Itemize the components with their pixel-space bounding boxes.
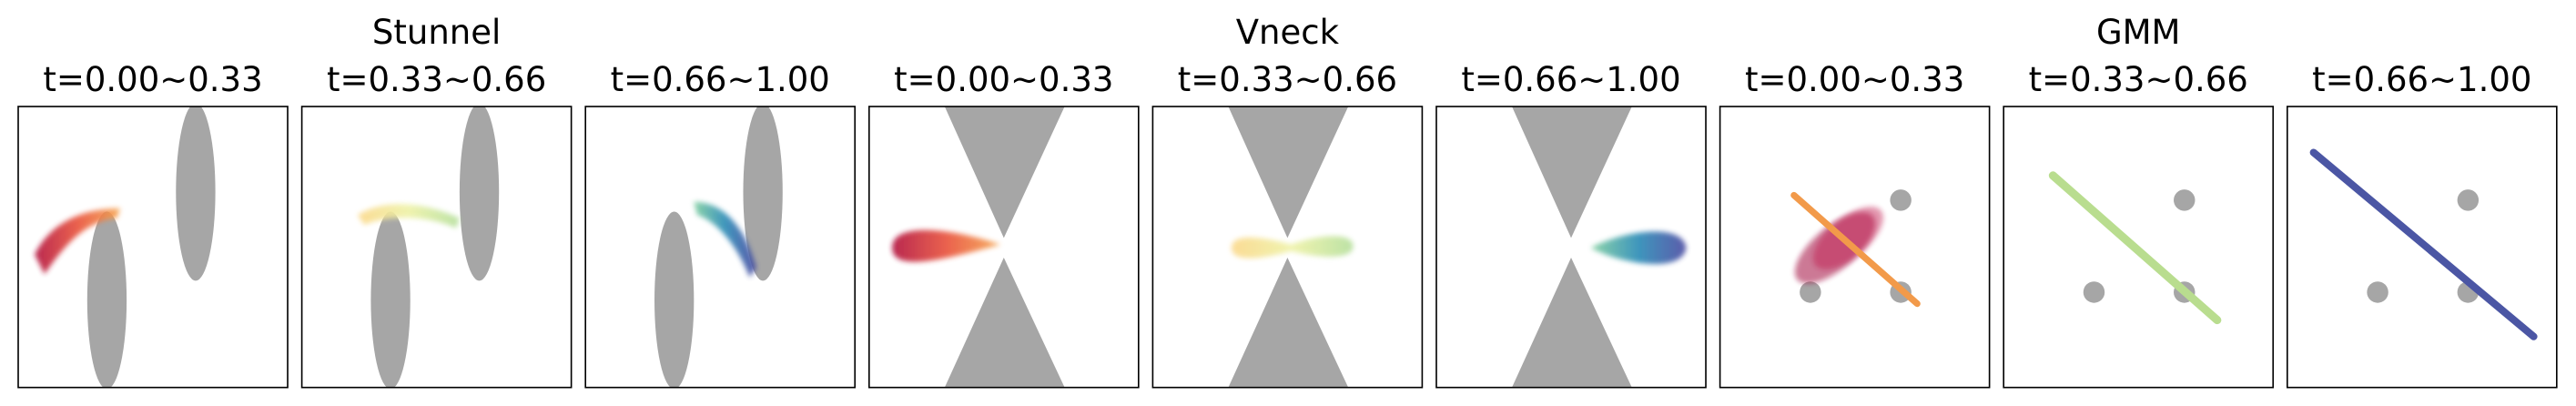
panel [1151,106,1424,389]
obstacle [944,107,1065,239]
group-title: GMM [2096,13,2181,52]
obstacle [86,211,127,388]
panel-content [654,107,783,388]
panel-content [2048,171,2222,325]
obstacle [1228,107,1349,239]
panel-content [1512,107,1687,388]
panel [2003,106,2275,389]
panel-content [892,107,1065,388]
panel-label: t=0.00~0.33 [894,60,1113,99]
panel-content [1228,107,1354,388]
group-title: Stunnel [372,13,501,52]
panel-label: t=0.66~1.00 [1461,60,1680,99]
panel-content [1790,189,1921,308]
group-title: Vneck [1236,13,1340,52]
trajectory-cloud [35,208,120,275]
panel [584,106,857,389]
panel-frame [1435,106,1707,389]
panel-frame [300,106,573,389]
panel-content [2309,148,2538,340]
obstacle [459,107,500,281]
obstacle [1800,281,1821,303]
panel-frame [1719,106,1991,389]
panel-content [35,107,216,388]
panel [2286,106,2558,389]
panel [300,106,573,389]
obstacle [370,211,411,388]
panel-label: t=0.66~1.00 [2312,60,2531,99]
panel-content [357,107,500,388]
panel-frame [2003,106,2275,389]
panel-label: t=0.00~0.33 [43,60,262,99]
panel-label: t=0.66~1.00 [611,60,830,99]
trajectory-cloud [892,229,1001,262]
trajectory-cloud [694,201,756,278]
obstacle [743,107,783,281]
trajectory-cloud [357,204,460,228]
panel-frame [867,106,1140,389]
obstacle [2457,189,2480,211]
panel [867,106,1140,389]
trajectory-cloud [1590,231,1687,265]
obstacle [944,258,1065,388]
trajectory-cloud [1812,206,1883,269]
panel-label: t=0.33~0.66 [327,60,546,99]
panel-frame [584,106,857,389]
panel [17,106,289,389]
trajectory-line [2048,171,2222,325]
panel-label: t=0.00~0.33 [1745,60,1964,99]
obstacle [176,107,216,281]
obstacle [2083,281,2105,303]
trajectory-line [1790,191,1921,308]
panel [1435,106,1707,389]
obstacle [2367,281,2388,303]
obstacle [1228,258,1349,388]
panel-frame [1151,106,1424,389]
trajectory-cloud [1232,236,1354,259]
obstacle [654,211,695,388]
obstacle [1512,107,1632,239]
panel [1719,106,1991,389]
panel-label: t=0.33~0.66 [2029,60,2248,99]
obstacle [1512,258,1632,388]
panel-label: t=0.33~0.66 [1178,60,1397,99]
panel-frame [17,106,289,389]
trajectory-line [2309,148,2538,340]
panel-frame [2286,106,2558,389]
obstacle [2174,189,2196,211]
obstacle [1890,189,1912,211]
